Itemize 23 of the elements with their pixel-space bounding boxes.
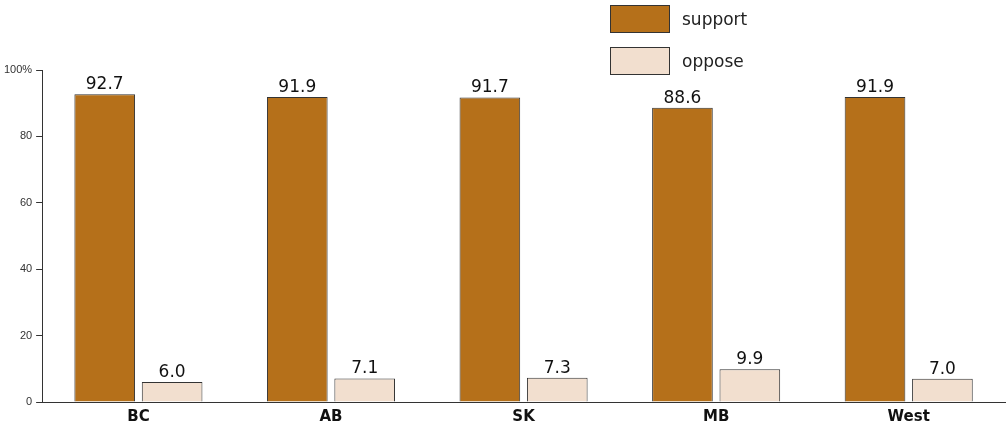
data-label: 7.0 [928, 357, 956, 378]
data-label: 7.3 [543, 356, 571, 377]
x-tick-label: MB [702, 406, 730, 425]
data-label: 6.0 [158, 361, 186, 381]
y-tick-label: 20 [19, 328, 33, 341]
y-tick-label: 60 [19, 195, 33, 208]
x-tick-label: BC [127, 406, 150, 425]
legend-label: support [682, 9, 748, 29]
y-tick-label: 0 [26, 395, 33, 408]
x-tick-label: West [887, 406, 930, 425]
legend-label: oppose [682, 51, 744, 71]
data-label: 88.6 [663, 86, 702, 107]
data-label: 92.7 [85, 73, 124, 94]
data-label: 91.9 [856, 75, 894, 96]
data-label: 7.1 [351, 357, 379, 378]
y-tick-label: 100% [3, 63, 33, 76]
data-label: 91.9 [278, 75, 317, 96]
y-tick-label: 40 [19, 262, 33, 275]
y-tick-label: 80 [19, 129, 33, 142]
data-label: 9.9 [736, 348, 764, 369]
data-label: 91.7 [470, 76, 509, 97]
x-tick-label: AB [319, 406, 343, 425]
x-tick-label: SK [512, 406, 537, 425]
